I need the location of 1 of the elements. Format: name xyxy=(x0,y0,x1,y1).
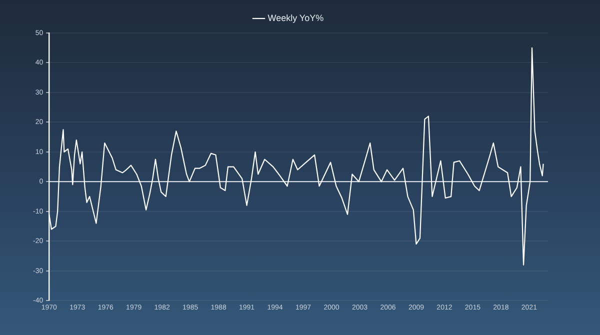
legend-label: Weekly YoY% xyxy=(268,12,324,23)
